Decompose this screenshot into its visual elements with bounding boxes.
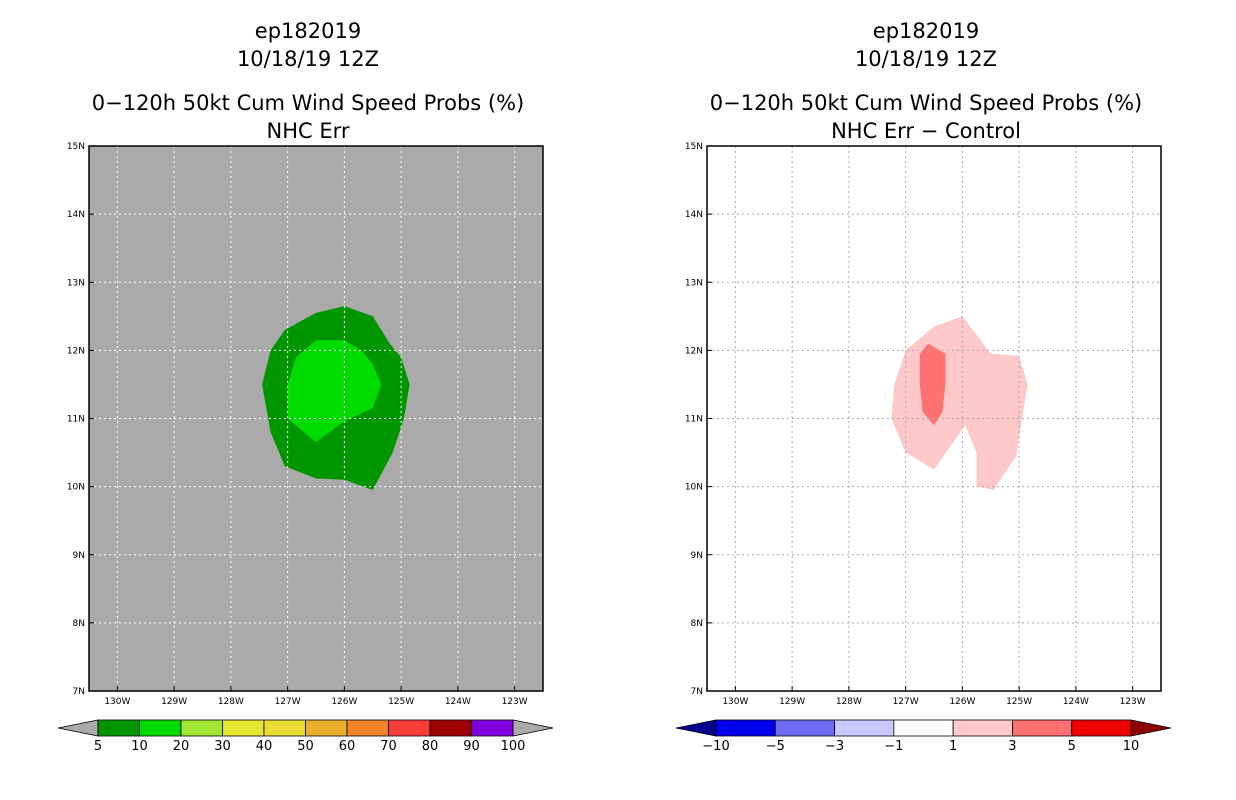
colorbar-right-arrow: [512, 719, 554, 737]
colorbar-label: 3: [1008, 739, 1016, 754]
y-tick-label: 12N: [685, 346, 703, 356]
colorbar-label: 90: [463, 739, 480, 754]
colorbar-swatch: [774, 719, 835, 737]
colorbar-left-arrow: [57, 719, 99, 737]
colorbar-label: 10: [1123, 739, 1140, 754]
right-y-axis: 7N 8N 9N 10N 11N 12N 13N 14N 15N: [685, 142, 712, 697]
y-tick-label: 10N: [685, 483, 703, 493]
colorbar-label: 100: [501, 739, 526, 754]
x-tick-label: 130W: [722, 697, 748, 707]
x-tick-label: 130W: [104, 697, 130, 707]
colorbar-label: 50: [297, 739, 314, 754]
y-tick-label: 8N: [73, 619, 85, 629]
colorbar-swatch: [952, 719, 1013, 737]
y-tick-label: 9N: [691, 551, 703, 561]
y-tick-label: 13N: [685, 278, 703, 288]
x-tick-label: 129W: [779, 697, 805, 707]
colorbar-left-arrow: [675, 719, 717, 737]
x-tick-label: 126W: [331, 697, 357, 707]
colorbar-label: 40: [256, 739, 273, 754]
contour-10-20: [287, 340, 382, 443]
left-panel: ep182019 10/18/19 12Z 0−120h 50kt Cum Wi…: [57, 19, 554, 754]
colorbar-swatch: [471, 719, 514, 737]
y-tick-label: 14N: [685, 210, 703, 220]
colorbar-label: 70: [380, 739, 397, 754]
y-tick-label: 7N: [73, 687, 85, 697]
right-panel: ep182019 10/18/19 12Z 0−120h 50kt Cum Wi…: [675, 19, 1172, 754]
colorbar-swatch: [1012, 719, 1073, 737]
colorbar-swatch: [715, 719, 776, 737]
left-x-axis: 130W 129W 128W 127W 126W 125W 124W 123W: [104, 686, 528, 707]
left-colorbar: 5 10 20 30 40 50 60 70 80 90 100: [57, 719, 554, 754]
x-tick-label: 124W: [445, 697, 471, 707]
left-contours: [262, 306, 410, 490]
colorbar-label: 10: [131, 739, 148, 754]
right-title-product: 0−120h 50kt Cum Wind Speed Probs (%): [710, 91, 1142, 115]
x-tick-label: 124W: [1063, 697, 1089, 707]
colorbar-swatch: [97, 719, 140, 737]
x-tick-label: 123W: [502, 697, 528, 707]
x-tick-label: 125W: [388, 697, 414, 707]
right-x-axis: 130W 129W 128W 127W 126W 125W 124W 123W: [722, 686, 1146, 707]
left-y-axis: 7N 8N 9N 10N 11N 12N 13N 14N 15N: [67, 142, 94, 697]
colorbar-swatch: [834, 719, 895, 737]
x-tick-label: 123W: [1120, 697, 1146, 707]
colorbar-swatch: [893, 719, 954, 737]
colorbar-label: 5: [94, 739, 102, 754]
colorbar-swatch: [346, 719, 389, 737]
right-title-subtitle: NHC Err − Control: [831, 119, 1021, 143]
colorbar-swatch: [263, 719, 306, 737]
x-tick-label: 125W: [1006, 697, 1032, 707]
y-tick-label: 14N: [67, 210, 85, 220]
x-tick-label: 129W: [161, 697, 187, 707]
left-title-product: 0−120h 50kt Cum Wind Speed Probs (%): [92, 91, 524, 115]
y-tick-label: 13N: [67, 278, 85, 288]
right-title-date: 10/18/19 12Z: [855, 47, 997, 71]
x-tick-label: 128W: [836, 697, 862, 707]
y-tick-label: 7N: [691, 687, 703, 697]
y-tick-label: 15N: [685, 142, 703, 152]
colorbar-right-arrow: [1130, 719, 1172, 737]
colorbar-swatch: [305, 719, 348, 737]
x-tick-label: 128W: [218, 697, 244, 707]
left-title-storm: ep182019: [255, 19, 361, 43]
y-tick-label: 8N: [691, 619, 703, 629]
colorbar-label: −10: [702, 739, 729, 754]
colorbar-swatch: [429, 719, 472, 737]
y-tick-label: 15N: [67, 142, 85, 152]
y-tick-label: 11N: [67, 415, 85, 425]
colorbar-label: 1: [949, 739, 957, 754]
colorbar-label: −5: [766, 739, 785, 754]
colorbar-swatch: [180, 719, 223, 737]
left-title-subtitle: NHC Err: [266, 119, 349, 143]
colorbar-label: 80: [422, 739, 439, 754]
contour-3-5: [919, 343, 946, 426]
colorbar-swatch: [388, 719, 431, 737]
y-tick-label: 11N: [685, 415, 703, 425]
left-grid: [89, 146, 543, 691]
y-tick-label: 12N: [67, 346, 85, 356]
right-contours: [891, 316, 1028, 490]
y-tick-label: 9N: [73, 551, 85, 561]
y-tick-label: 10N: [67, 483, 85, 493]
x-tick-label: 127W: [275, 697, 301, 707]
x-tick-label: 127W: [893, 697, 919, 707]
right-colorbar: −10 −5 −3 −1 1 3 5 10: [675, 719, 1172, 754]
left-title-date: 10/18/19 12Z: [237, 47, 379, 71]
colorbar-label: 20: [173, 739, 190, 754]
x-tick-label: 126W: [949, 697, 975, 707]
right-grid: [707, 146, 1161, 691]
colorbar-label: 30: [214, 739, 231, 754]
colorbar-label: 60: [339, 739, 356, 754]
colorbar-label: −1: [884, 739, 903, 754]
right-title-storm: ep182019: [873, 19, 979, 43]
colorbar-label: −3: [825, 739, 844, 754]
colorbar-swatch: [1071, 719, 1132, 737]
colorbar-label: 5: [1068, 739, 1076, 754]
colorbar-swatch: [139, 719, 182, 737]
colorbar-swatch: [222, 719, 265, 737]
